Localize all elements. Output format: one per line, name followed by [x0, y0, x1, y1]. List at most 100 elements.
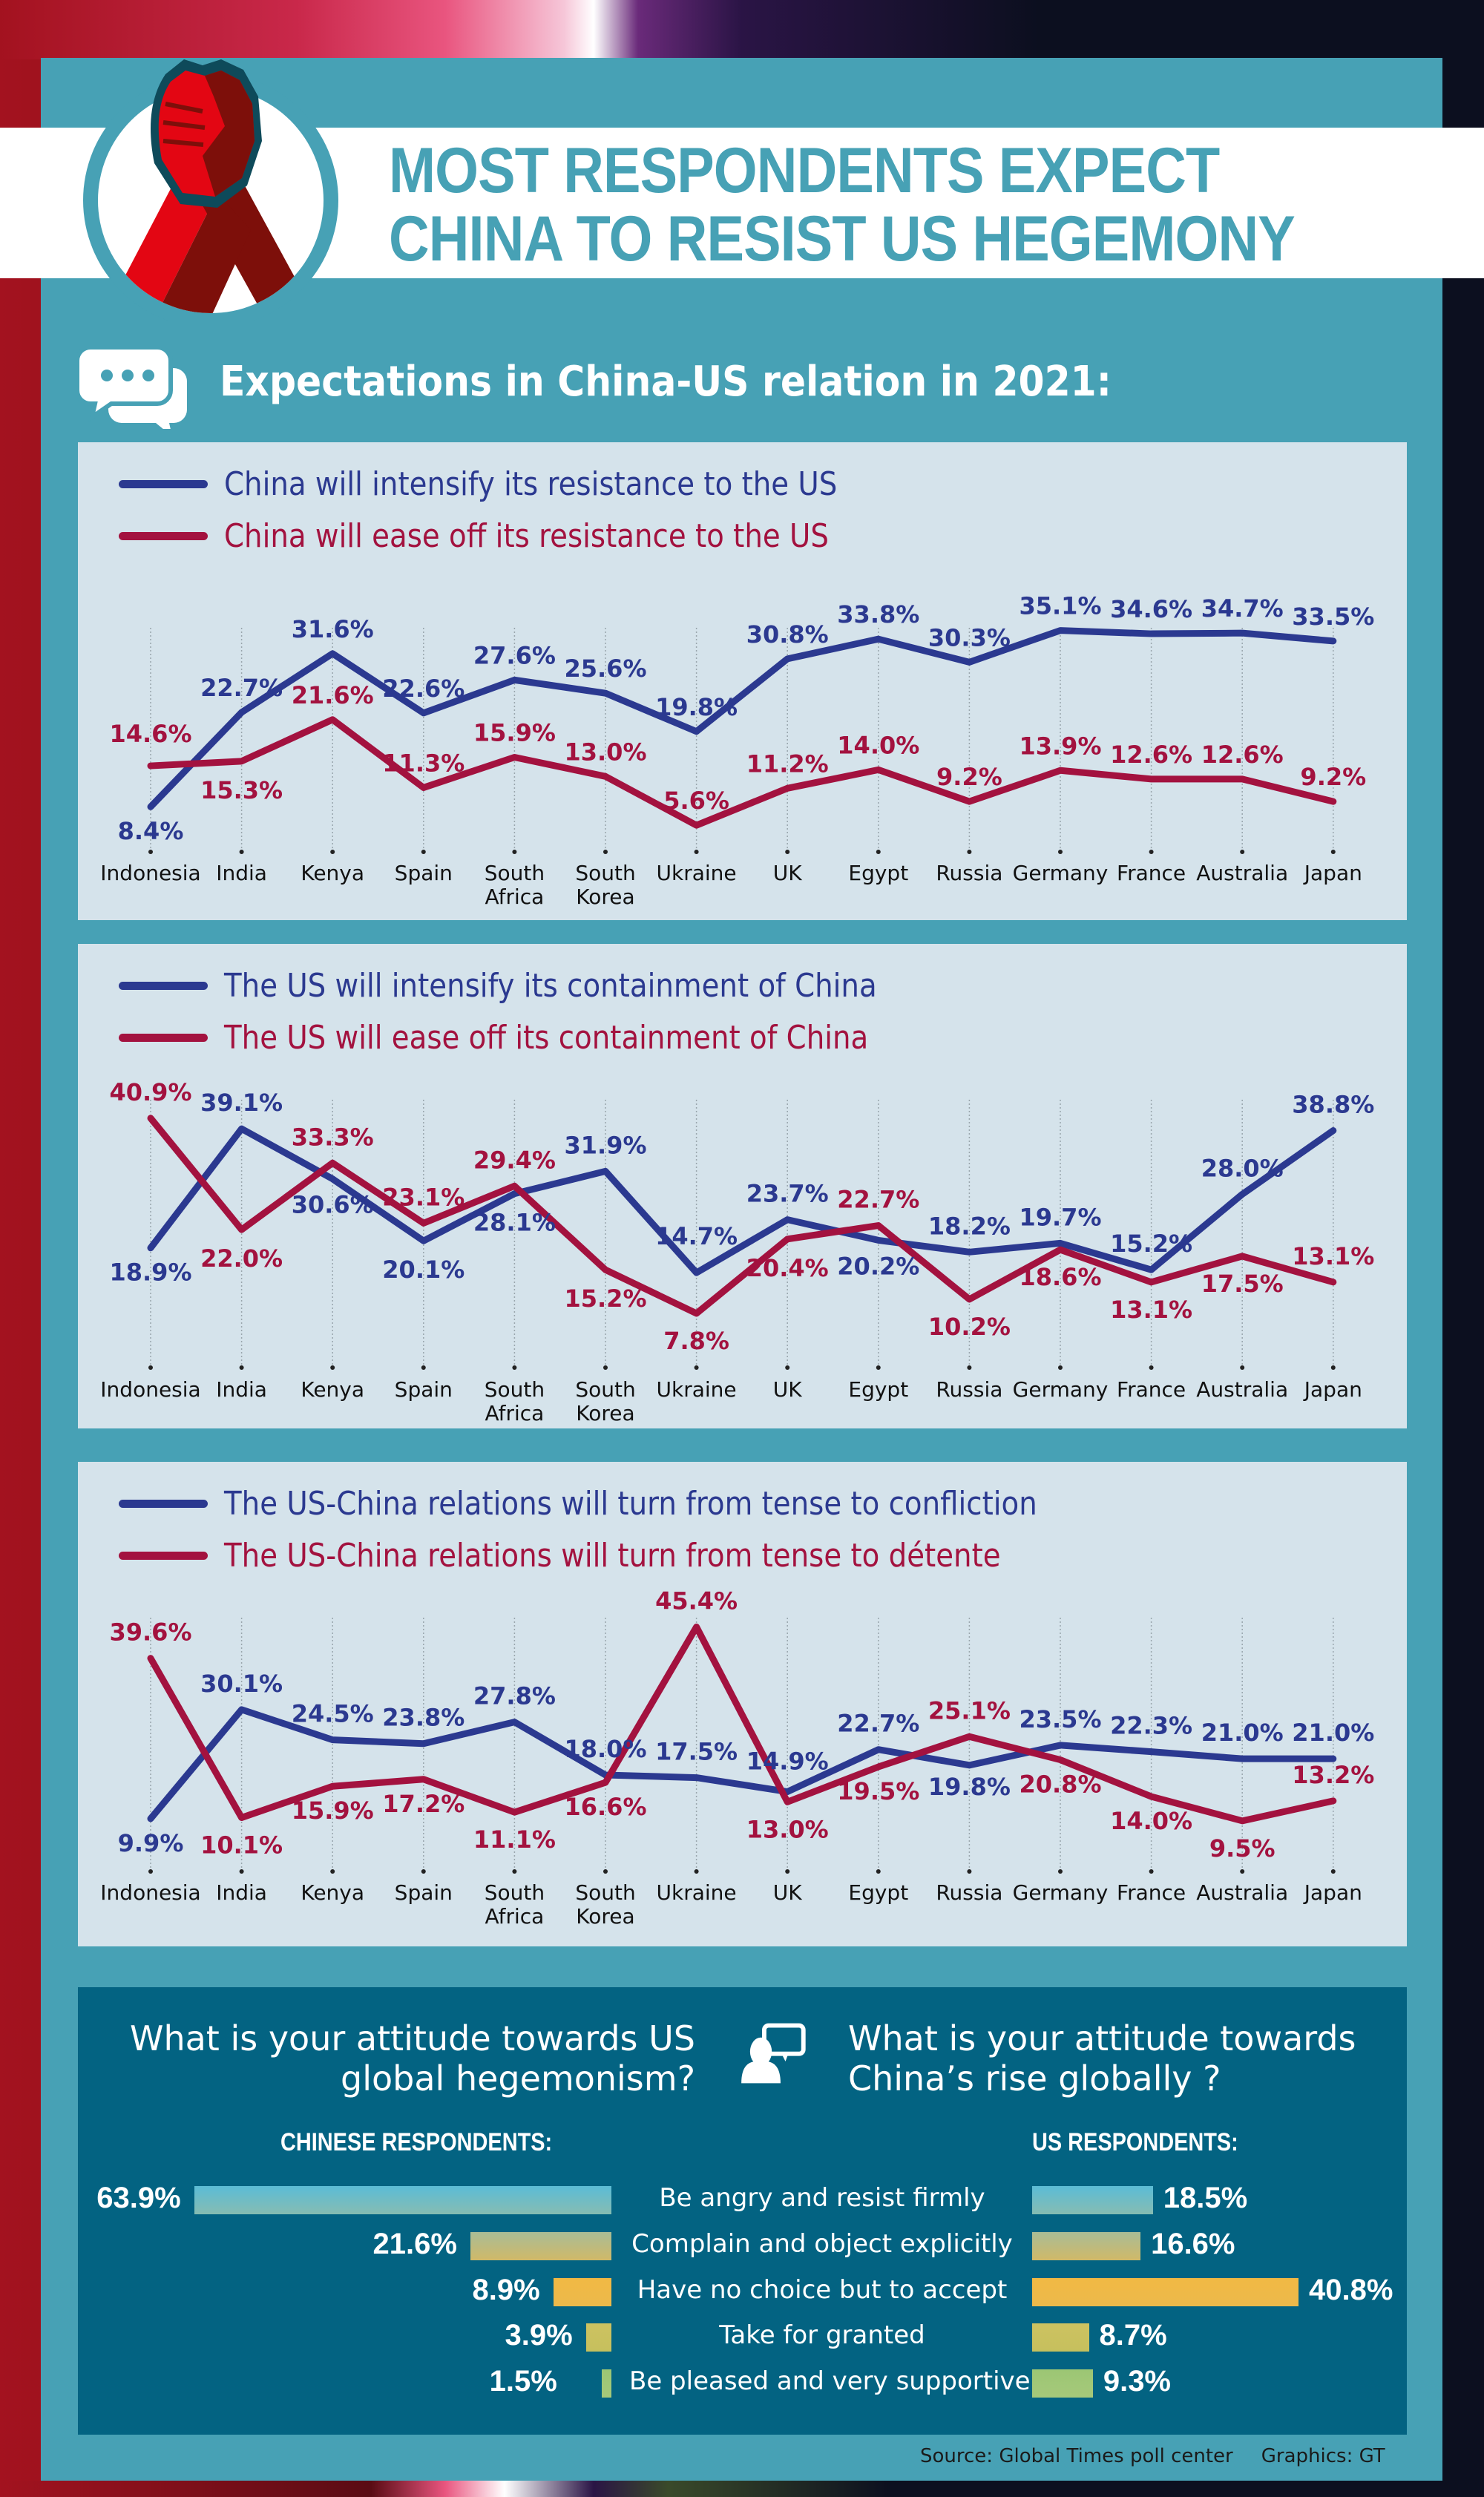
data-label: 25.6%: [564, 654, 646, 683]
x-tick-dot: [1149, 1365, 1154, 1370]
data-label: 39.6%: [109, 1618, 191, 1647]
chat-bubbles-icon: [77, 347, 187, 429]
data-point: [1241, 778, 1244, 780]
x-tick-label: Kenya: [301, 861, 364, 885]
data-label: 20.8%: [1019, 1771, 1101, 1799]
data-label: 22.6%: [382, 675, 464, 703]
data-label: 5.6%: [663, 787, 729, 815]
data-point: [422, 1742, 424, 1745]
data-label: 9.2%: [936, 763, 1002, 791]
bar-value-us: 9.3%: [1103, 2365, 1171, 2398]
x-tick-dot: [967, 850, 972, 854]
data-point: [695, 1272, 697, 1274]
bar-chinese: [470, 2232, 611, 2260]
title-line-2: CHINA TO RESIST US HEGEMONY: [389, 203, 1296, 275]
data-label: 14.0%: [1110, 1807, 1192, 1835]
bar-category-label: Be pleased and very supportive: [629, 2366, 1031, 2396]
legend-label: The US will ease off its containment of …: [224, 1018, 869, 1057]
bar-value-chinese: 63.9%: [96, 2182, 181, 2214]
bar-value-chinese: 1.5%: [489, 2365, 557, 2398]
data-point: [1150, 1269, 1152, 1271]
data-point: [1332, 1799, 1334, 1802]
x-tick-label: South Korea: [575, 861, 635, 909]
x-tick-label: Australia: [1196, 861, 1288, 885]
data-point: [332, 1739, 334, 1741]
x-tick-label: Indonesia: [100, 1880, 200, 1905]
data-label: 8.4%: [118, 817, 184, 845]
data-point: [968, 1251, 971, 1253]
data-point: [1060, 770, 1061, 772]
x-tick-dot: [1058, 1365, 1063, 1370]
legend-label: The US-China relations will turn from te…: [224, 1484, 1037, 1523]
x-tick-label: Egypt: [848, 1880, 908, 1905]
data-point: [240, 1817, 243, 1819]
data-label: 13.0%: [746, 1815, 829, 1843]
data-point: [332, 652, 334, 654]
data-point: [695, 1312, 697, 1314]
x-tick-dot: [876, 1365, 881, 1370]
data-point: [332, 1178, 334, 1180]
data-label: 31.6%: [292, 615, 374, 643]
data-label: 28.1%: [473, 1209, 556, 1237]
data-label: 13.1%: [1110, 1296, 1192, 1324]
series-line-intensify: [147, 1706, 1337, 1822]
bar-value-us: 8.7%: [1099, 2319, 1167, 2352]
x-tick-label: UK: [773, 1880, 802, 1905]
x-tick-label: South Korea: [575, 1880, 635, 1929]
person-speech-bubble-icon: [741, 2023, 806, 2084]
x-tick-label: France: [1117, 1880, 1186, 1905]
data-point: [1060, 1759, 1061, 1761]
x-tick-dot: [512, 850, 517, 854]
data-label: 17.2%: [382, 1790, 464, 1818]
data-point: [150, 1657, 151, 1659]
data-point: [1150, 778, 1152, 780]
x-tick-dot: [239, 850, 244, 854]
graphics-credit: Graphics: GT: [1261, 2445, 1385, 2467]
data-label: 38.8%: [1292, 1091, 1374, 1119]
bar-value-chinese: 3.9%: [505, 2319, 573, 2352]
data-label: 12.6%: [1110, 741, 1192, 769]
x-tick-label: UK: [773, 1377, 802, 1402]
right-question-line-2: China’s rise globally ?: [848, 2058, 1221, 2099]
data-label: 31.9%: [564, 1131, 646, 1159]
x-tick-dot: [1058, 1869, 1063, 1874]
data-point: [1332, 1281, 1334, 1283]
data-label: 14.7%: [655, 1222, 738, 1250]
x-tick-label: South Korea: [575, 1377, 635, 1425]
x-tick-label: India: [216, 1880, 267, 1905]
x-tick-dot: [239, 1869, 244, 1874]
x-tick-label: Ukraine: [657, 861, 737, 885]
x-tick-label: Germany: [1013, 1880, 1109, 1905]
data-label: 7.8%: [663, 1327, 729, 1355]
x-tick-label: Australia: [1196, 1880, 1288, 1905]
data-point: [877, 1224, 879, 1227]
x-tick-dot: [1149, 850, 1154, 854]
page-title: MOST RESPONDENTS EXPECT CHINA TO RESIST …: [389, 137, 1342, 273]
data-label: 21.6%: [292, 681, 374, 709]
legend-swatch-intensify: [119, 981, 208, 990]
title-line-1: MOST RESPONDENTS EXPECT: [389, 135, 1220, 206]
x-tick-label: Ukraine: [657, 1377, 737, 1402]
data-label: 11.1%: [473, 1825, 556, 1854]
legend-item-ease: The US will ease off its containment of …: [119, 1017, 956, 1058]
x-tick-dot: [1149, 1869, 1154, 1874]
bar-value-chinese: 21.6%: [372, 2228, 457, 2260]
legend-label: China will ease off its resistance to th…: [224, 516, 829, 555]
bar-row: 3.9% Take for granted 8.7%: [78, 2319, 1407, 2353]
x-tick-dot: [694, 1365, 699, 1370]
data-label: 11.2%: [746, 749, 829, 778]
x-tick-label: France: [1117, 1377, 1186, 1402]
x-tick-dot: [1240, 850, 1245, 854]
data-point: [240, 1229, 243, 1231]
data-label: 23.7%: [746, 1180, 829, 1208]
data-point: [150, 1247, 151, 1249]
attitude-panel: What is your attitude towards US global …: [78, 1987, 1407, 2435]
data-point: [605, 692, 606, 695]
data-label: 22.7%: [837, 1186, 919, 1214]
section-heading: Expectations in China-US relation in 202…: [77, 347, 1339, 429]
data-point: [240, 1708, 243, 1710]
data-label: 15.9%: [473, 718, 556, 747]
series-line-ease: [147, 1623, 1337, 1825]
x-tick-dot: [1330, 1365, 1336, 1370]
x-tick-label: Russia: [936, 1377, 1002, 1402]
